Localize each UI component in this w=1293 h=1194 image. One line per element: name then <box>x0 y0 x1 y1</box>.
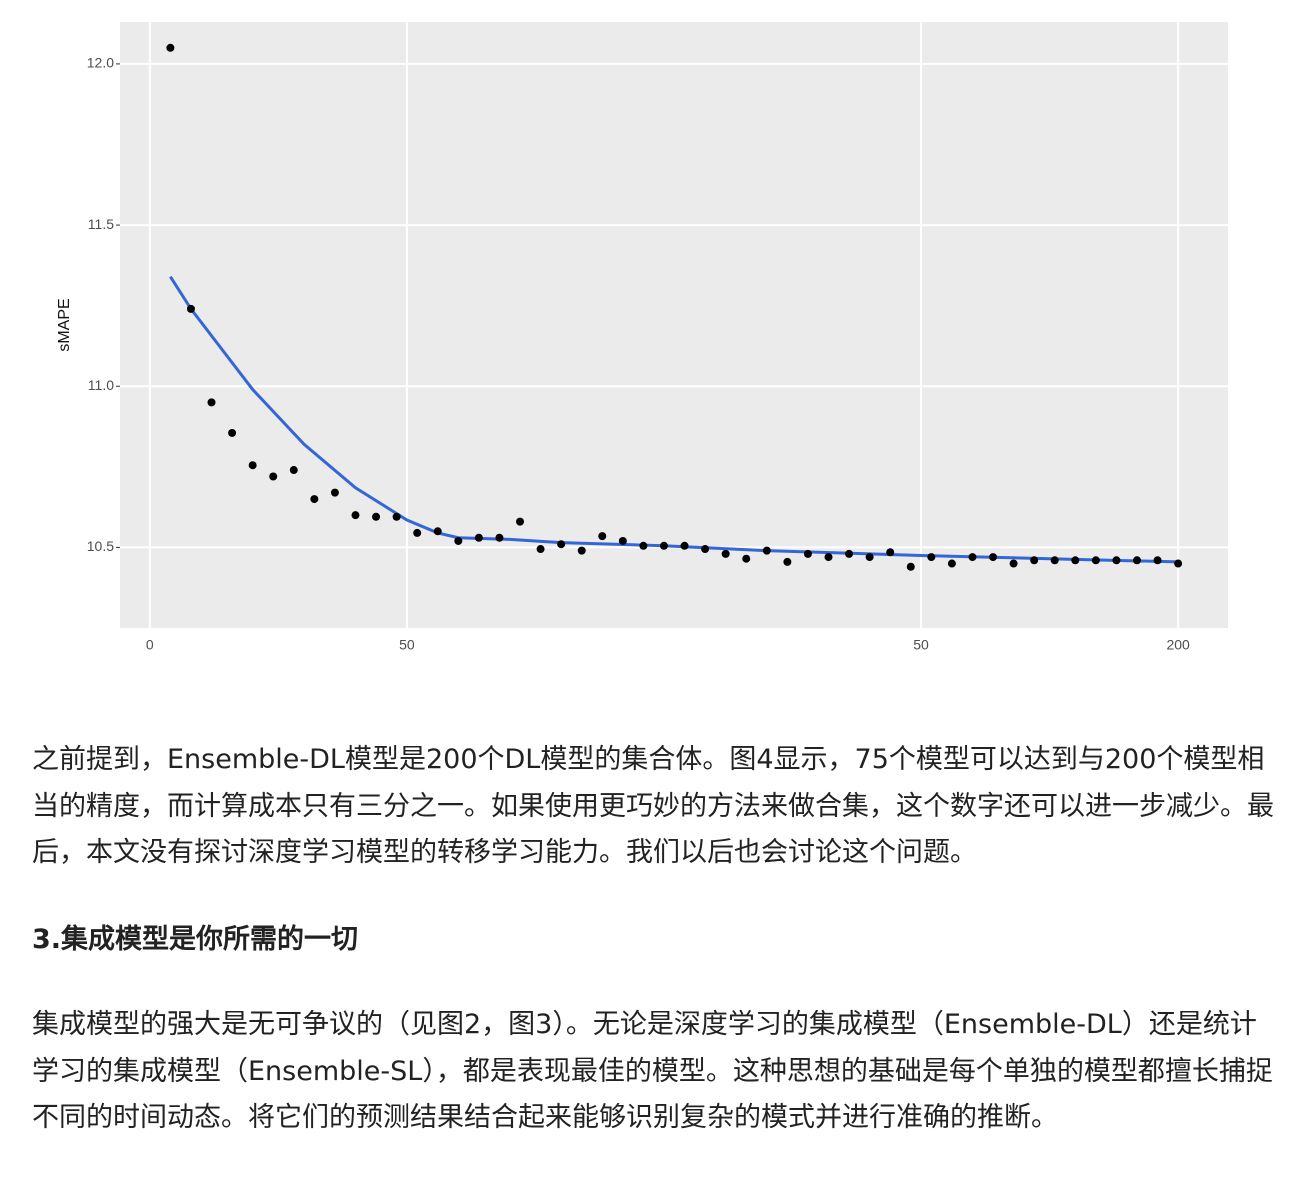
point <box>269 472 278 481</box>
point <box>372 512 381 521</box>
point <box>639 541 648 550</box>
panel <box>120 22 1228 628</box>
point <box>392 512 401 521</box>
point <box>1112 556 1121 565</box>
point <box>968 553 977 562</box>
y-tick-label: 11.0 <box>88 377 114 393</box>
point <box>248 461 257 470</box>
x-tick-label: 50 <box>913 637 929 653</box>
point <box>947 559 956 568</box>
point <box>1050 556 1059 565</box>
point <box>454 536 463 545</box>
point <box>1132 556 1141 565</box>
point <box>474 533 483 542</box>
point <box>824 553 833 562</box>
heading: 3.集成模型是你所需的一切 <box>32 924 359 955</box>
point <box>557 540 566 549</box>
y-tick-label: 12.0 <box>87 55 114 71</box>
point <box>495 533 504 542</box>
point <box>803 549 812 558</box>
point <box>1153 556 1162 565</box>
point <box>1174 559 1183 568</box>
point <box>989 553 998 562</box>
point <box>742 554 751 563</box>
point <box>413 528 422 537</box>
point <box>886 548 895 557</box>
point <box>783 557 792 566</box>
point <box>721 549 730 558</box>
point <box>659 541 668 550</box>
point <box>433 527 442 536</box>
y-axis-label: sMAPE <box>56 298 73 351</box>
point <box>701 545 710 554</box>
point <box>577 546 586 555</box>
point <box>927 553 936 562</box>
point <box>310 495 319 504</box>
point <box>680 541 689 550</box>
point <box>351 511 360 520</box>
point <box>906 562 915 571</box>
point <box>762 546 771 555</box>
point <box>516 517 525 526</box>
x-tick-label: 200 <box>1166 637 1190 653</box>
blur-patch <box>440 630 910 656</box>
point <box>289 466 298 475</box>
x-tick-label: 0 <box>146 637 154 653</box>
point <box>598 532 607 541</box>
y-tick-label: 11.5 <box>88 216 114 232</box>
point <box>207 398 216 407</box>
point <box>330 488 339 497</box>
paragraph: 集成模型的强大是无可争议的（见图2，图3）。无论是深度学习的集成模型（Ensem… <box>32 1009 1273 1133</box>
point <box>865 553 874 562</box>
point <box>618 536 627 545</box>
point <box>1071 556 1080 565</box>
point <box>1030 556 1039 565</box>
point <box>166 43 175 52</box>
point <box>845 549 854 558</box>
point <box>1091 556 1100 565</box>
paragraph: 之前提到，Ensemble-DL模型是200个DL模型的集合体。图4显示，75个… <box>32 744 1274 868</box>
x-tick-label: 50 <box>399 637 415 653</box>
chart: sMAPE 0 50 50 200 10.5 11.0 11.5 12.0 <box>56 22 1228 656</box>
point <box>186 304 195 313</box>
point <box>1009 559 1018 568</box>
point <box>536 545 545 554</box>
y-tick-label: 10.5 <box>87 538 114 554</box>
point <box>228 428 237 437</box>
